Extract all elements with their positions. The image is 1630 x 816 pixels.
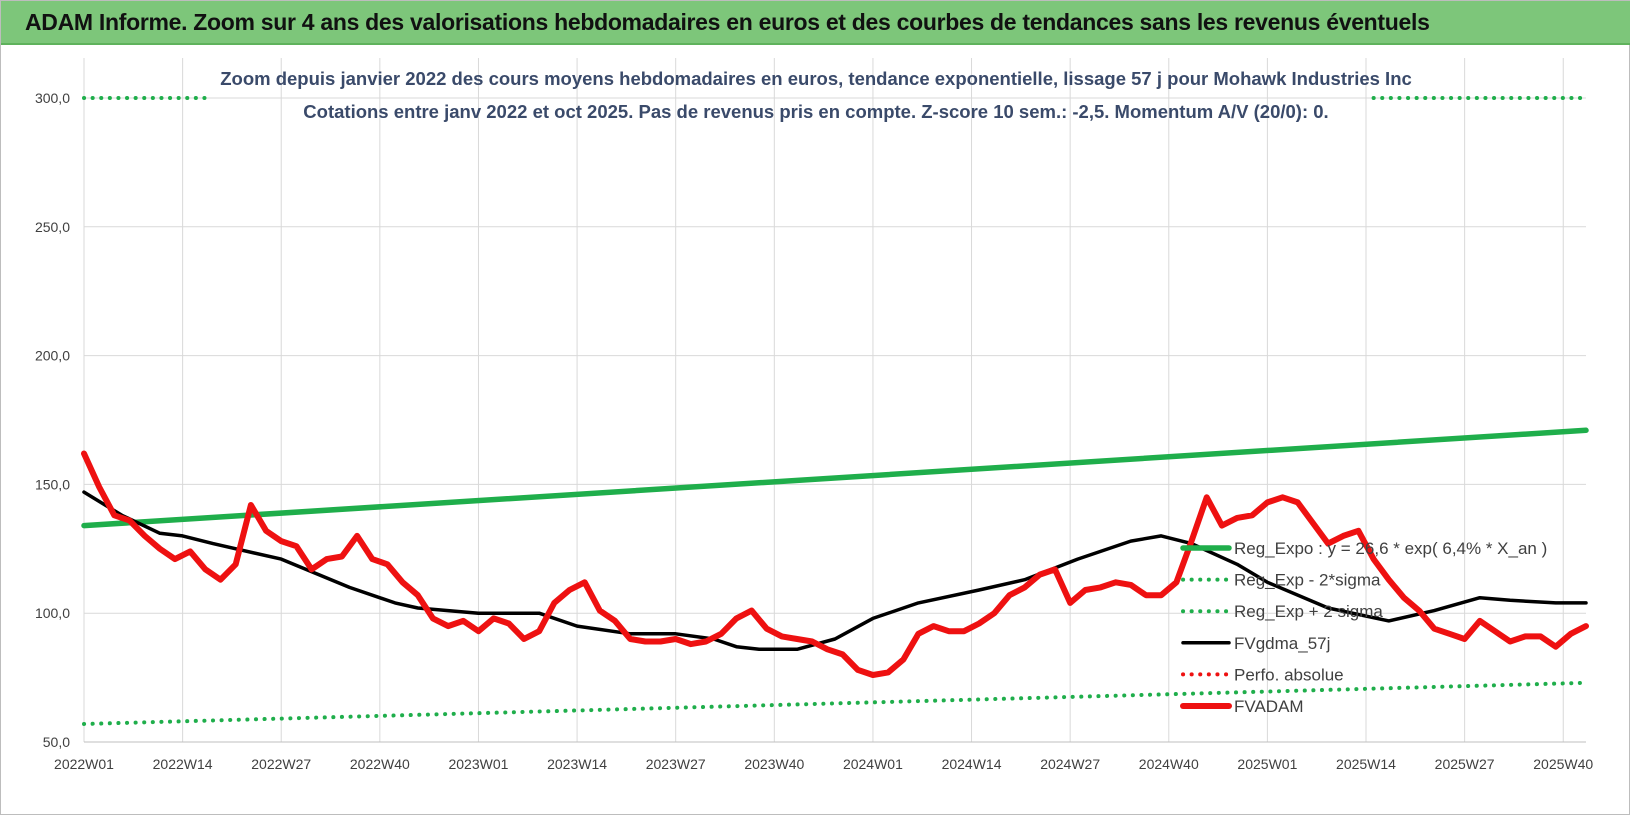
x-tick-label: 2025W01 xyxy=(1237,756,1297,772)
x-tick-label: 2024W40 xyxy=(1139,756,1199,772)
x-tick-label: 2023W14 xyxy=(547,756,607,772)
x-tick-label: 2022W01 xyxy=(54,756,114,772)
series-line-reg-exp-2-sigma xyxy=(82,680,1588,726)
x-tick-label: 2022W14 xyxy=(153,756,213,772)
legend-label: Reg_Expo : y = 26,6 * exp( 6,4% * X_an ) xyxy=(1234,539,1547,558)
x-tick-label: 2024W01 xyxy=(843,756,903,772)
legend: Reg_Expo : y = 26,6 * exp( 6,4% * X_an )… xyxy=(1180,539,1547,716)
y-tick-label: 200,0 xyxy=(35,348,70,364)
x-tick-label: 2024W14 xyxy=(942,756,1002,772)
legend-label: FVgdma_57j xyxy=(1234,634,1330,653)
series-line-reg-expo xyxy=(81,427,1589,529)
y-axis-ticks: 50,0 100,0 150,0 200,0 250,0 300,0 xyxy=(35,90,70,750)
legend-label: Reg_Exp + 2 sigma xyxy=(1234,602,1383,621)
chart-title-line-1: Zoom depuis janvier 2022 des cours moyen… xyxy=(220,68,1412,89)
x-axis-ticks: 2022W01 2022W14 2022W27 2022W40 2023W01 2023W… xyxy=(54,756,1593,772)
y-tick-label: 150,0 xyxy=(35,476,70,492)
legend-label: FVADAM xyxy=(1234,697,1304,716)
x-tick-label: 2023W40 xyxy=(744,756,804,772)
x-tick-label: 2025W40 xyxy=(1533,756,1593,772)
y-tick-label: 50,0 xyxy=(43,734,70,750)
gridlines xyxy=(83,58,1586,743)
x-tick-label: 2022W40 xyxy=(350,756,410,772)
series-line-fvadam xyxy=(81,450,1589,678)
x-tick-label: 2022W27 xyxy=(251,756,311,772)
series-group xyxy=(81,96,1589,726)
x-tick-label: 2025W14 xyxy=(1336,756,1396,772)
x-tick-label: 2024W27 xyxy=(1040,756,1100,772)
page-title: ADAM Informe. Zoom sur 4 ans des valoris… xyxy=(25,9,1430,35)
x-tick-label: 2023W27 xyxy=(646,756,706,772)
x-tick-label: 2025W27 xyxy=(1435,756,1495,772)
header-bar: ADAM Informe. Zoom sur 4 ans des valoris… xyxy=(1,1,1630,45)
y-tick-label: 250,0 xyxy=(35,219,70,235)
x-tick-label: 2023W01 xyxy=(448,756,508,772)
legend-label: Reg_Exp - 2*sigma xyxy=(1234,571,1381,590)
chart-title-line-2: Cotations entre janv 2022 et oct 2025. P… xyxy=(303,101,1328,122)
legend-label: Perfo. absolue xyxy=(1234,665,1344,684)
y-tick-label: 100,0 xyxy=(35,605,70,621)
y-tick-label: 300,0 xyxy=(35,90,70,106)
